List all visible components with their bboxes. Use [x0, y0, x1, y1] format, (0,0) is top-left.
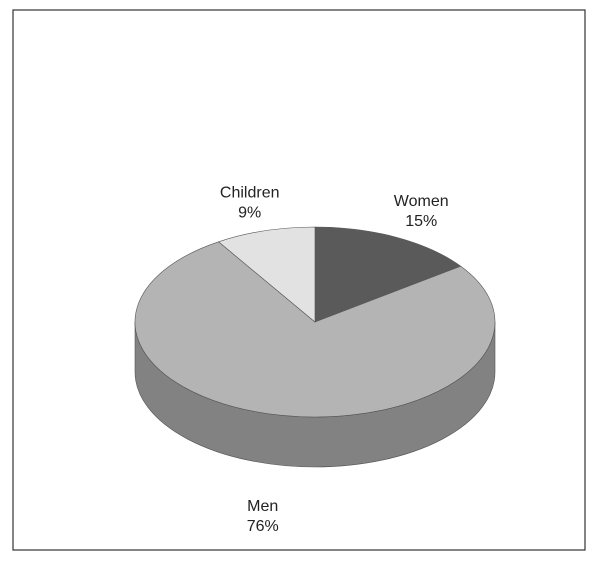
value-label: 15% [405, 213, 437, 230]
slice-label: Children [220, 185, 280, 202]
slice-label: Men [247, 498, 278, 515]
frame [12, 9, 586, 551]
slice [314, 226, 462, 323]
slice [217, 226, 316, 323]
slice [134, 241, 496, 418]
value-label: 76% [247, 518, 279, 535]
slice-label: Women [394, 193, 449, 210]
value-label: 9% [238, 205, 261, 222]
